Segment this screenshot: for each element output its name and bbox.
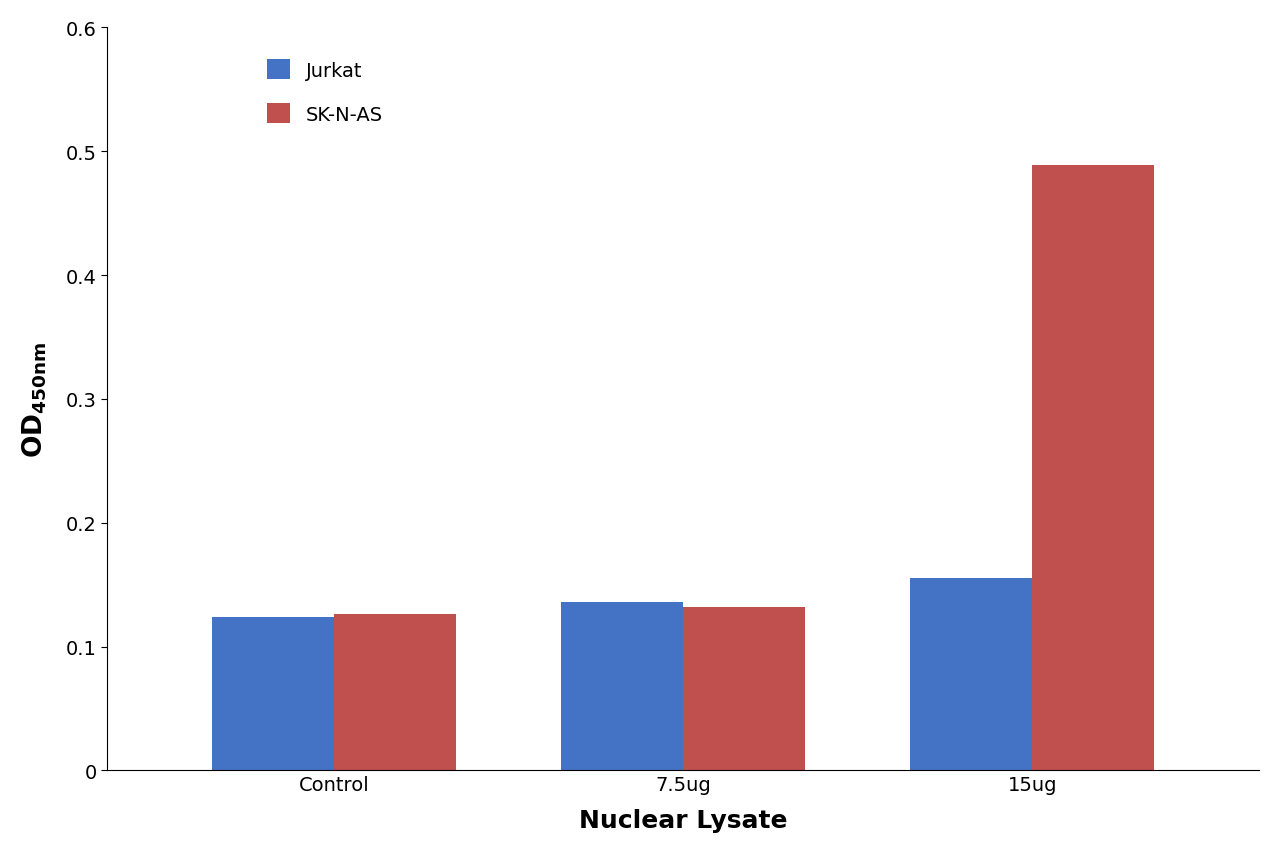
Bar xyxy=(212,617,334,770)
Legend: Jurkat, SK-N-AS: Jurkat, SK-N-AS xyxy=(266,61,383,125)
Bar xyxy=(1032,165,1155,770)
Y-axis label: $\mathbf{OD_{450nm}}$: $\mathbf{OD_{450nm}}$ xyxy=(20,341,50,457)
Bar xyxy=(334,615,457,770)
Bar xyxy=(561,602,684,770)
X-axis label: Nuclear Lysate: Nuclear Lysate xyxy=(579,809,787,833)
Bar xyxy=(910,579,1032,770)
Bar xyxy=(684,607,805,770)
